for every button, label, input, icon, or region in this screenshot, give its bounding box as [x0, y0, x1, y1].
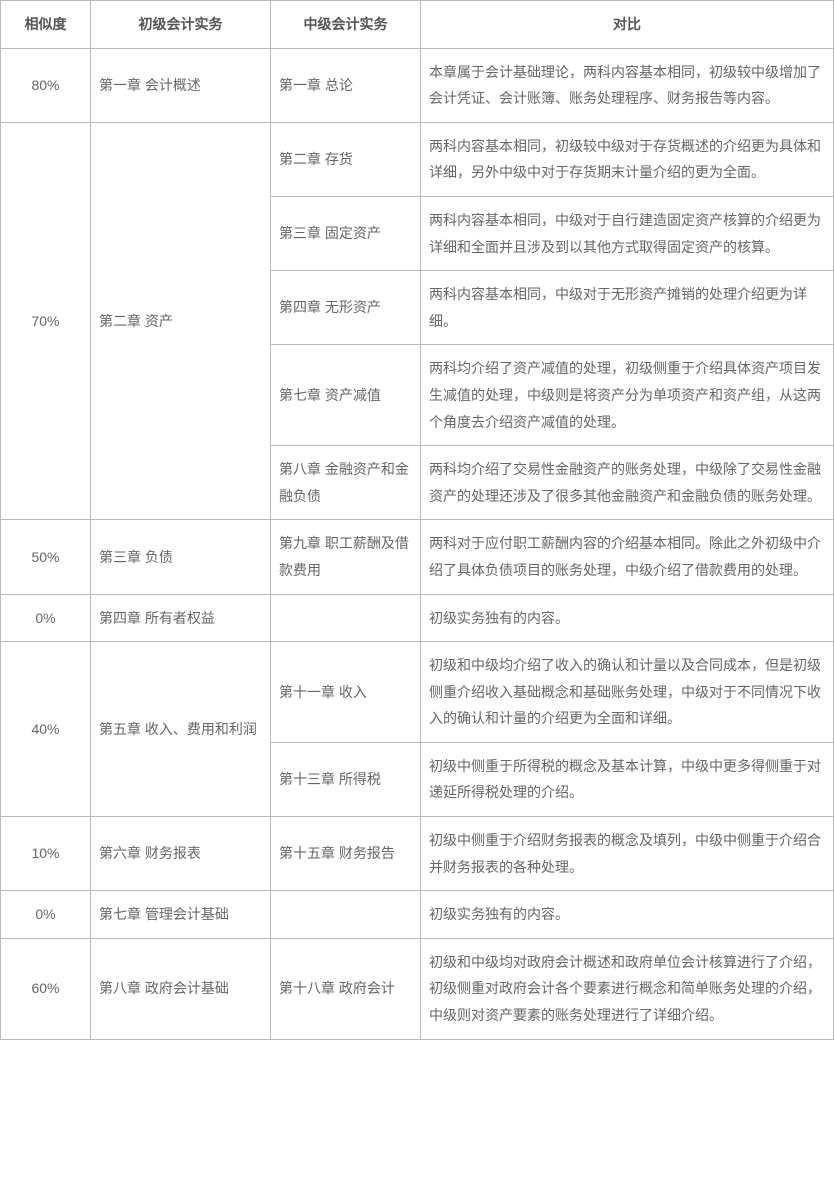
table-row: 10%第六章 财务报表第十五章 财务报告初级中侧重于介绍财务报表的概念及填列，中…	[1, 817, 834, 891]
cell-compare: 初级实务独有的内容。	[421, 594, 834, 642]
cell-similarity: 80%	[1, 48, 91, 122]
cell-intermediate	[271, 891, 421, 939]
cell-intermediate: 第十三章 所得税	[271, 742, 421, 816]
cell-intermediate: 第四章 无形资产	[271, 271, 421, 345]
table-row: 60%第八章 政府会计基础第十八章 政府会计初级和中级均对政府会计概述和政府单位…	[1, 938, 834, 1039]
cell-compare: 两科均介绍了交易性金融资产的账务处理，中级除了交易性金融资产的处理还涉及了很多其…	[421, 446, 834, 520]
cell-primary: 第五章 收入、费用和利润	[91, 642, 271, 817]
cell-intermediate: 第二章 存货	[271, 122, 421, 196]
comparison-table: 相似度 初级会计实务 中级会计实务 对比 80%第一章 会计概述第一章 总论本章…	[0, 0, 834, 1040]
cell-primary: 第八章 政府会计基础	[91, 938, 271, 1039]
cell-similarity: 60%	[1, 938, 91, 1039]
cell-compare: 初级和中级均介绍了收入的确认和计量以及合同成本，但是初级侧重介绍收入基础概念和基…	[421, 642, 834, 743]
cell-compare: 两科均介绍了资产减值的处理，初级侧重于介绍具体资产项目发生减值的处理，中级则是将…	[421, 345, 834, 446]
cell-similarity: 40%	[1, 642, 91, 817]
header-similarity: 相似度	[1, 1, 91, 49]
cell-compare: 本章属于会计基础理论，两科内容基本相同，初级较中级增加了会计凭证、会计账簿、账务…	[421, 48, 834, 122]
cell-primary: 第七章 管理会计基础	[91, 891, 271, 939]
cell-compare: 两科内容基本相同，中级对于无形资产摊销的处理介绍更为详细。	[421, 271, 834, 345]
cell-compare: 两科对于应付职工薪酬内容的介绍基本相同。除此之外初级中介绍了具体负债项目的账务处…	[421, 520, 834, 594]
cell-compare: 初级和中级均对政府会计概述和政府单位会计核算进行了介绍，初级侧重对政府会计各个要…	[421, 938, 834, 1039]
cell-primary: 第二章 资产	[91, 122, 271, 520]
header-primary: 初级会计实务	[91, 1, 271, 49]
cell-intermediate: 第一章 总论	[271, 48, 421, 122]
cell-compare: 初级实务独有的内容。	[421, 891, 834, 939]
cell-similarity: 0%	[1, 891, 91, 939]
cell-primary: 第三章 负债	[91, 520, 271, 594]
cell-intermediate	[271, 594, 421, 642]
cell-intermediate: 第三章 固定资产	[271, 196, 421, 270]
cell-compare: 两科内容基本相同，初级较中级对于存货概述的介绍更为具体和详细，另外中级中对于存货…	[421, 122, 834, 196]
table-row: 50%第三章 负债第九章 职工薪酬及借款费用两科对于应付职工薪酬内容的介绍基本相…	[1, 520, 834, 594]
table-row: 0%第四章 所有者权益 初级实务独有的内容。	[1, 594, 834, 642]
cell-similarity: 10%	[1, 817, 91, 891]
cell-compare: 初级中侧重于介绍财务报表的概念及填列，中级中侧重于介绍合并财务报表的各种处理。	[421, 817, 834, 891]
table-row: 0%第七章 管理会计基础 初级实务独有的内容。	[1, 891, 834, 939]
cell-similarity: 0%	[1, 594, 91, 642]
table-body: 80%第一章 会计概述第一章 总论本章属于会计基础理论，两科内容基本相同，初级较…	[1, 48, 834, 1039]
table-row: 40%第五章 收入、费用和利润第十一章 收入初级和中级均介绍了收入的确认和计量以…	[1, 642, 834, 743]
header-compare: 对比	[421, 1, 834, 49]
table-header-row: 相似度 初级会计实务 中级会计实务 对比	[1, 1, 834, 49]
cell-primary: 第六章 财务报表	[91, 817, 271, 891]
cell-similarity: 70%	[1, 122, 91, 520]
cell-similarity: 50%	[1, 520, 91, 594]
cell-intermediate: 第七章 资产减值	[271, 345, 421, 446]
cell-compare: 初级中侧重于所得税的概念及基本计算，中级中更多得侧重于对递延所得税处理的介绍。	[421, 742, 834, 816]
header-intermediate: 中级会计实务	[271, 1, 421, 49]
cell-intermediate: 第九章 职工薪酬及借款费用	[271, 520, 421, 594]
cell-intermediate: 第十八章 政府会计	[271, 938, 421, 1039]
table-row: 80%第一章 会计概述第一章 总论本章属于会计基础理论，两科内容基本相同，初级较…	[1, 48, 834, 122]
cell-intermediate: 第十五章 财务报告	[271, 817, 421, 891]
cell-primary: 第四章 所有者权益	[91, 594, 271, 642]
cell-compare: 两科内容基本相同，中级对于自行建造固定资产核算的介绍更为详细和全面并且涉及到以其…	[421, 196, 834, 270]
cell-intermediate: 第十一章 收入	[271, 642, 421, 743]
cell-intermediate: 第八章 金融资产和金融负债	[271, 446, 421, 520]
table-row: 70%第二章 资产第二章 存货两科内容基本相同，初级较中级对于存货概述的介绍更为…	[1, 122, 834, 196]
cell-primary: 第一章 会计概述	[91, 48, 271, 122]
